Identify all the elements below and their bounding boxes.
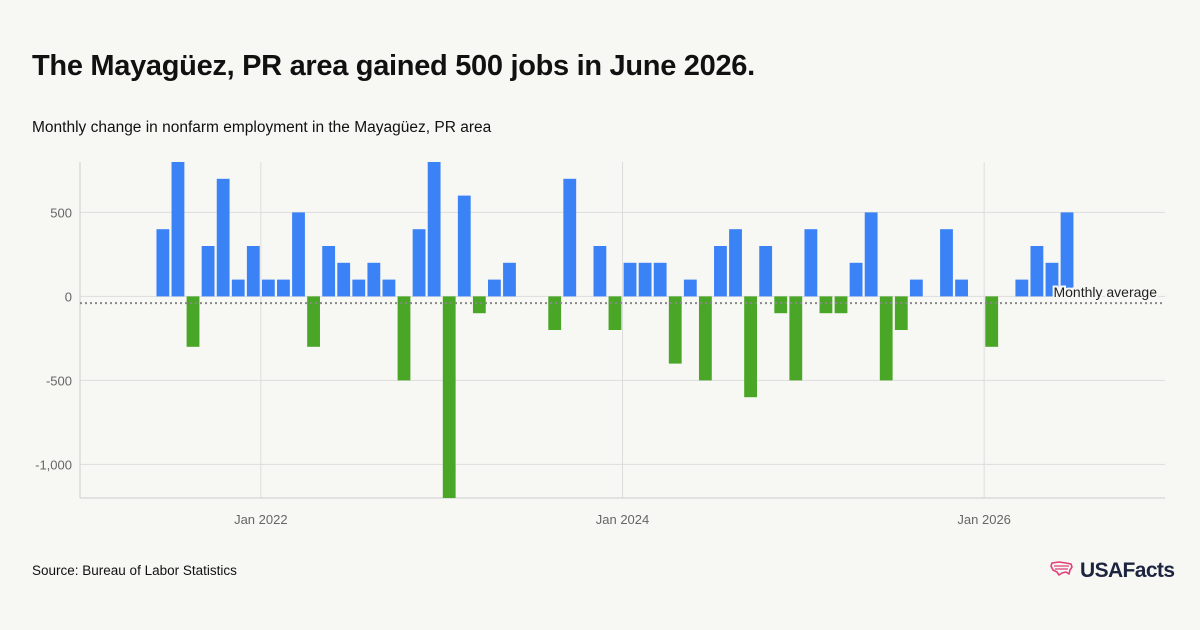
bar-series	[156, 162, 1074, 498]
bar	[668, 296, 682, 364]
bar	[955, 279, 968, 297]
bar	[1015, 279, 1029, 297]
bar	[759, 246, 773, 297]
bar	[744, 296, 757, 398]
bar	[774, 296, 788, 314]
x-tick-label: Jan 2026	[957, 512, 1011, 527]
bar	[307, 296, 320, 347]
bar	[894, 296, 908, 330]
bar	[397, 296, 411, 381]
bar	[292, 212, 305, 297]
bar	[985, 296, 999, 347]
bar	[909, 279, 923, 297]
bar	[201, 246, 215, 297]
bar	[593, 246, 607, 297]
y-tick-label: -500	[46, 373, 72, 388]
bar	[216, 178, 230, 297]
bar	[834, 296, 848, 314]
bar	[638, 262, 652, 297]
bar	[1045, 262, 1059, 297]
bar	[156, 229, 170, 297]
bar	[548, 296, 562, 330]
bar	[714, 246, 727, 297]
x-tick-label: Jan 2022	[234, 512, 288, 527]
average-line-label: Monthly average	[1053, 284, 1157, 300]
bar	[322, 246, 336, 297]
bar	[804, 229, 818, 297]
bar	[729, 229, 742, 297]
bar	[472, 296, 486, 314]
bar	[171, 162, 185, 297]
bar	[1060, 212, 1074, 297]
bar	[246, 246, 260, 297]
bar	[683, 279, 697, 297]
bar	[864, 212, 878, 297]
bar	[940, 229, 953, 297]
average-line-group: Monthly average	[80, 282, 1165, 305]
bar	[382, 279, 396, 297]
chart-title: The Mayagüez, PR area gained 500 jobs in…	[32, 50, 755, 82]
bar	[503, 262, 516, 297]
y-axis: 500 0 -500 -1,000	[35, 205, 72, 472]
source-note: Source: Bureau of Labor Statistics	[32, 563, 237, 578]
bar	[623, 262, 637, 297]
y-tick-label: 0	[65, 289, 72, 304]
usafacts-logo[interactable]: USAFacts	[1050, 559, 1175, 583]
bar	[457, 195, 471, 297]
bar	[653, 262, 667, 297]
bar	[789, 296, 803, 381]
bar	[879, 296, 893, 381]
bar	[412, 229, 426, 297]
x-tick-label: Jan 2024	[596, 512, 650, 527]
bar	[608, 296, 622, 330]
bar	[277, 279, 290, 297]
bar	[186, 296, 200, 347]
bar	[488, 279, 501, 297]
bar	[352, 279, 366, 297]
gridlines	[79, 162, 1165, 499]
bar	[337, 262, 351, 297]
bar	[849, 262, 863, 297]
chart-subtitle: Monthly change in nonfarm employment in …	[32, 119, 492, 136]
usa-map-icon	[1050, 560, 1074, 583]
y-tick-label: -1,000	[35, 457, 72, 472]
bar	[442, 296, 456, 498]
bar	[819, 296, 833, 314]
bar	[367, 262, 381, 297]
logo-text: USAFacts	[1080, 559, 1175, 582]
bar	[698, 296, 712, 381]
bar	[1030, 246, 1044, 297]
bar	[261, 279, 275, 297]
bar	[563, 178, 577, 297]
bar	[427, 162, 441, 297]
y-tick-label: 500	[50, 205, 72, 220]
bar	[231, 279, 245, 297]
x-axis: Jan 2022 Jan 2024 Jan 2026	[234, 512, 1011, 527]
